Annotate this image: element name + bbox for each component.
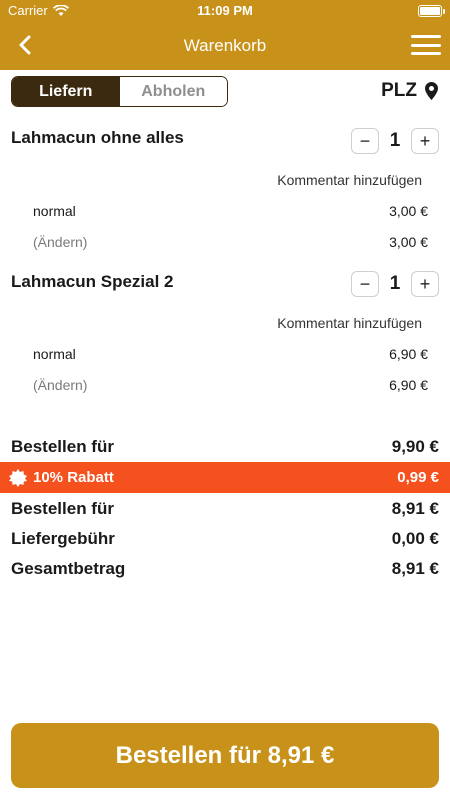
option-price: 6,90 €	[389, 377, 428, 393]
order-button[interactable]: Bestellen für 8,91 €	[11, 723, 439, 788]
discount-banner: 10% Rabatt 0,99 €	[0, 462, 450, 493]
decrease-button[interactable]: −	[351, 128, 379, 154]
wifi-icon	[52, 4, 69, 16]
subtotal-value: 9,90 €	[391, 437, 439, 456]
after-discount-value: 8,91 €	[391, 499, 439, 518]
carrier-label: Carrier	[8, 3, 48, 18]
delivery-mode-segment: Liefern Abholen	[11, 76, 228, 107]
discount-label: 10% Rabatt	[33, 469, 114, 486]
quantity-value: 1	[389, 130, 401, 151]
cart-item-name: Lahmacun ohne alles	[11, 128, 184, 147]
add-comment-link[interactable]: Kommentar hinzufügen	[277, 315, 422, 331]
hamburger-icon-bar	[411, 52, 441, 55]
plz-selector[interactable]: PLZ	[381, 80, 438, 102]
page-title: Warenkorb	[183, 36, 267, 55]
status-bar: Carrier 11:09 PM	[0, 0, 450, 22]
change-option-link[interactable]: (Ändern)	[33, 234, 88, 250]
delivery-fee-value: 0,00 €	[391, 529, 439, 548]
option-price: 3,00 €	[389, 203, 428, 219]
subtotal-label: Bestellen für	[11, 437, 114, 456]
back-button[interactable]	[10, 30, 40, 60]
hamburger-icon-bar	[411, 43, 441, 47]
battery-icon	[418, 5, 445, 17]
cart-item-name: Lahmacun Spezial 2	[11, 272, 174, 291]
delivery-fee-row: Liefergebühr 0,00 €	[11, 529, 439, 549]
total-label: Gesamtbetrag	[11, 559, 126, 578]
location-pin-icon	[425, 82, 438, 100]
carrier-group: Carrier	[8, 3, 69, 18]
option-label: normal	[33, 203, 76, 219]
menu-button[interactable]	[410, 32, 442, 58]
segment-pickup[interactable]: Abholen	[119, 77, 227, 106]
quantity-value: 1	[389, 273, 401, 294]
chevron-left-icon	[19, 35, 31, 55]
increase-button[interactable]: +	[411, 128, 439, 154]
total-row: Gesamtbetrag 8,91 €	[11, 559, 439, 579]
discount-value: 0,99 €	[397, 469, 439, 486]
change-option-link[interactable]: (Ändern)	[33, 377, 88, 393]
plz-label: PLZ	[381, 80, 417, 101]
subtotal-row: Bestellen für 9,90 €	[11, 437, 439, 457]
status-time: 11:09 PM	[197, 3, 253, 18]
increase-button[interactable]: +	[411, 271, 439, 297]
hamburger-icon-bar	[411, 35, 441, 38]
quantity-stepper: − 1 +	[351, 128, 439, 154]
discount-badge-icon	[9, 468, 27, 487]
quantity-stepper: − 1 +	[351, 271, 439, 297]
option-label: normal	[33, 346, 76, 362]
nav-bar: Warenkorb	[0, 22, 450, 70]
total-value: 8,91 €	[391, 559, 439, 578]
option-price: 6,90 €	[389, 346, 428, 362]
decrease-button[interactable]: −	[351, 271, 379, 297]
after-discount-row: Bestellen für 8,91 €	[11, 499, 439, 519]
add-comment-link[interactable]: Kommentar hinzufügen	[277, 172, 422, 188]
after-discount-label: Bestellen für	[11, 499, 114, 518]
delivery-fee-label: Liefergebühr	[11, 529, 115, 548]
segment-deliver[interactable]: Liefern	[12, 77, 120, 106]
option-price: 3,00 €	[389, 234, 428, 250]
